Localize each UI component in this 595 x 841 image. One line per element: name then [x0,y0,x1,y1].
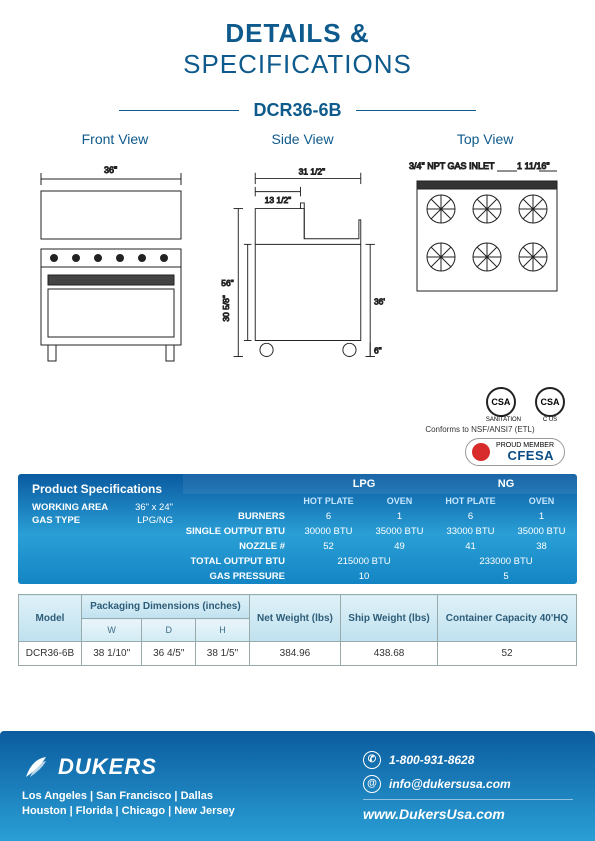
title-line1: DETAILS & [0,18,595,49]
divider-right [356,110,476,111]
phone-icon: ✆ [363,751,381,769]
label-side: Side View [272,131,334,147]
packaging-table: Model Packaging Dimensions (inches) Net … [18,594,577,666]
model-name: DCR36-6B [253,100,341,121]
spec-workarea-value: 36" x 24" [135,502,173,513]
sub-oven2: OVEN [506,494,577,509]
row-totalbtu-label: TOTAL OUTPUT BTU [183,554,293,569]
dim-front-width: 36" [104,165,117,175]
sub-hotplate1: HOT PLATE [293,494,364,509]
spec-workarea-label: WORKING AREA [32,502,108,513]
pack-sub-w: W [81,619,141,642]
dim-top-inlet: 3/4" NPT GAS INLET [409,161,495,171]
brand-logo: DUKERS [22,753,235,781]
row-gaspressure-label: GAS PRESSURE [183,569,293,584]
pack-hdr-model: Model [19,595,82,642]
diagram-side: 31 1/2" 13 1/2" 56" 30 [210,157,384,377]
hdr-ng: NG [435,474,577,494]
sub-hotplate2: HOT PLATE [435,494,506,509]
pack-hdr-cont: Container Capacity 40'HQ [438,595,577,642]
email-icon: @ [363,775,381,793]
page-footer: DUKERS Los Angeles | San Francisco | Dal… [0,731,595,841]
cfesa-badge: PROUD MEMBER CFESA [0,438,595,466]
cfesa-name: CFESA [496,449,554,462]
conforms-text: Conforms to NSF/ANSI7 (ETL) [0,425,595,434]
pack-hdr-ship: Ship Weight (lbs) [341,595,438,642]
dim-top-offset: 1 11/16" [517,161,550,171]
dim-side-shelf: 13 1/2" [265,195,292,205]
pack-sub-d: D [142,619,196,642]
hdr-lpg: LPG [293,474,435,494]
label-front: Front View [82,131,149,147]
csa-us-icon: CSA [535,387,565,417]
dim-side-caster: 6" [374,346,382,356]
divider-left [119,110,239,111]
product-spec-box: Product Specifications WORKING AREA 36" … [18,474,577,584]
pack-sub-h: H [196,619,250,642]
spec-right-panel: LPG NG HOT PLATE OVEN HOT PLATE OVEN BUR… [183,474,577,584]
diagram-front: 36" [24,157,198,377]
spec-header: Product Specifications [32,482,173,496]
spec-gastype-label: GAS TYPE [32,515,80,526]
model-divider: DCR36-6B [0,100,595,121]
diagram-row: 36" [0,149,595,383]
dim-side-36: 36" [374,297,384,307]
certification-marks: CSA SANITATION CSA C US [0,383,595,427]
brand-name: DUKERS [58,754,157,780]
csa-us-label: C US [535,417,565,423]
table-row: DCR36-6B 38 1/10" 36 4/5" 38 1/5" 384.96… [19,642,577,666]
page-header: DETAILS & SPECIFICATIONS [0,0,595,90]
locations-line2: Houston | Florida | Chicago | New Jersey [22,804,235,819]
csa-sanitation-label: SANITATION [486,417,521,423]
sub-oven1: OVEN [364,494,435,509]
row-singlebtu-label: SINGLE OUTPUT BTU [183,524,293,539]
spec-left-panel: Product Specifications WORKING AREA 36" … [18,474,183,584]
brand-icon [22,753,50,781]
csa-sanitation-icon: CSA [486,387,516,417]
email-text: info@dukersusa.com [389,777,511,791]
dim-side-burnerbase: 30 5/8" [221,295,231,322]
row-burners-label: BURNERS [183,509,293,524]
pack-hdr-dims: Packaging Dimensions (inches) [81,595,249,619]
dim-side-full: 56" [222,278,234,288]
cfesa-icon [472,443,490,461]
footer-divider [363,799,573,800]
pack-hdr-net: Net Weight (lbs) [249,595,340,642]
web-text: www.DukersUsa.com [363,806,505,822]
title-line2: SPECIFICATIONS [0,49,595,80]
phone-text: 1-800-931-8628 [389,753,474,767]
row-nozzle-label: NOZZLE # [183,539,293,554]
view-labels: Front View Side View Top View [0,127,595,149]
diagram-top: 3/4" NPT GAS INLET 1 11/16" [397,157,571,377]
locations-line1: Los Angeles | San Francisco | Dallas [22,789,235,804]
dim-side-depth: 31 1/2" [299,167,326,177]
label-top: Top View [457,131,514,147]
spec-gastype-value: LPG/NG [137,515,173,526]
